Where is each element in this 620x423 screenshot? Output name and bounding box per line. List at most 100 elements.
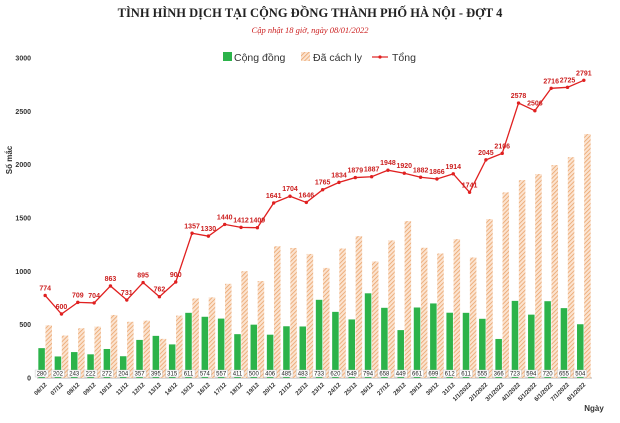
total-value-label: 1440	[217, 214, 233, 221]
bar-cong-dong	[495, 338, 502, 378]
legend-label-cong-dong: Cộng đồng	[234, 52, 286, 64]
x-tick-label: 20/12	[262, 382, 277, 397]
green-value-label: 204	[116, 369, 130, 377]
total-point	[402, 171, 406, 175]
green-value-label: 620	[328, 369, 343, 377]
total-point	[76, 300, 80, 305]
green-value-label: 733	[312, 369, 326, 377]
y-tick-label: 1500	[15, 216, 31, 223]
green-value-label: 549	[345, 369, 359, 377]
total-value-label: 1834	[331, 172, 347, 179]
bar-cong-dong	[462, 312, 470, 378]
total-value-label: 2716	[543, 78, 559, 85]
green-value-label: 243	[67, 369, 81, 377]
x-tick-label: 14/12	[164, 382, 179, 397]
bar-cong-dong	[136, 339, 143, 378]
bar-cong-dong	[315, 299, 323, 378]
total-value-label: 1948	[380, 160, 396, 167]
green-value-label: 611	[459, 369, 473, 377]
total-point	[467, 190, 472, 194]
svg-text:794: 794	[363, 371, 374, 377]
bar-da-cach-ly	[241, 271, 248, 378]
bar-da-cach-ly	[208, 297, 216, 378]
green-value-label: 202	[51, 369, 65, 377]
bar-da-cach-ly	[584, 134, 591, 378]
bar-cong-dong	[577, 324, 584, 378]
bar-cong-dong	[479, 318, 486, 378]
total-value-label: 774	[39, 285, 51, 292]
green-value-label: 611	[181, 369, 196, 377]
x-tick-label: 18/12	[230, 382, 245, 397]
total-value-label: 704	[88, 293, 100, 300]
bar-cong-dong	[38, 348, 45, 378]
total-point	[141, 280, 145, 285]
legend: Cộng đồng Đã cách ly Tổng	[223, 52, 416, 64]
svg-text:272: 272	[102, 371, 113, 377]
y-tick-label: 3000	[15, 56, 31, 63]
bar-da-cach-ly	[420, 247, 428, 378]
total-value-label: 762	[154, 287, 166, 294]
svg-text:202: 202	[53, 371, 64, 377]
total-point	[239, 225, 243, 230]
bar-cong-dong	[234, 334, 241, 378]
green-value-label: 658	[377, 369, 392, 377]
bars	[38, 134, 591, 378]
svg-text:658: 658	[379, 371, 390, 377]
bar-cong-dong	[528, 314, 535, 378]
total-value-label: 1920	[396, 163, 412, 170]
green-value-label: 485	[279, 369, 294, 377]
total-point	[108, 284, 113, 288]
green-value-label: 661	[410, 369, 424, 377]
svg-text:315: 315	[167, 371, 178, 377]
total-point	[174, 280, 178, 284]
total-value-label: 1866	[429, 169, 445, 176]
total-point	[157, 295, 162, 299]
total-value-label: 1765	[315, 180, 331, 187]
bar-da-cach-ly	[518, 180, 526, 378]
bar-da-cach-ly	[225, 283, 232, 378]
svg-text:411: 411	[233, 371, 243, 377]
green-value-label: 794	[361, 369, 375, 377]
total-point	[418, 175, 423, 179]
x-tick-label: 17/12	[213, 382, 228, 397]
svg-text:723: 723	[510, 371, 521, 377]
total-point	[59, 312, 64, 316]
svg-text:406: 406	[265, 371, 276, 377]
bar-da-cach-ly	[502, 192, 510, 378]
svg-text:612: 612	[445, 371, 456, 377]
green-value-label: 612	[442, 369, 457, 377]
legend-swatch-da-cach-ly	[301, 52, 310, 61]
svg-text:222: 222	[86, 371, 97, 377]
x-tick-label: 28/12	[393, 382, 408, 397]
x-axis-ticks: 06/12 07/12 08/12 09/12 10/12 11/12 12/12 13/12…	[34, 382, 588, 403]
chart-title: TÌNH HÌNH DỊCH TẠI CỘNG ĐỒNG THÀNH PHỐ H…	[118, 5, 504, 20]
total-value-label: 2725	[560, 77, 576, 84]
green-value-label: 411	[230, 369, 245, 377]
y-axis-label: Số mắc	[5, 145, 14, 174]
green-value-label: 222	[83, 369, 98, 377]
x-tick-label: 24/12	[328, 382, 343, 397]
total-point	[549, 86, 553, 90]
bar-cong-dong	[544, 301, 551, 378]
bar-cong-dong	[250, 324, 258, 378]
svg-text:594: 594	[526, 371, 537, 377]
y-tick-label: 2500	[15, 109, 31, 116]
total-value-label: 2578	[511, 93, 527, 100]
bar-da-cach-ly	[127, 321, 134, 378]
svg-text:395: 395	[151, 371, 162, 377]
legend-swatch-cong-dong	[223, 52, 232, 61]
green-value-label: 366	[491, 369, 506, 377]
green-value-label: 272	[100, 369, 114, 377]
bar-cong-dong	[381, 307, 388, 378]
bar-cong-dong	[332, 311, 339, 378]
y-tick-label: 2000	[15, 162, 31, 169]
total-point	[43, 293, 47, 298]
bar-da-cach-ly	[355, 236, 363, 378]
bar-cong-dong	[511, 300, 519, 378]
bar-cong-dong	[283, 326, 290, 378]
bar-da-cach-ly	[388, 240, 395, 378]
x-tick-label: 21/12	[279, 382, 294, 397]
svg-text:620: 620	[330, 371, 341, 377]
bar-da-cach-ly	[404, 221, 412, 378]
